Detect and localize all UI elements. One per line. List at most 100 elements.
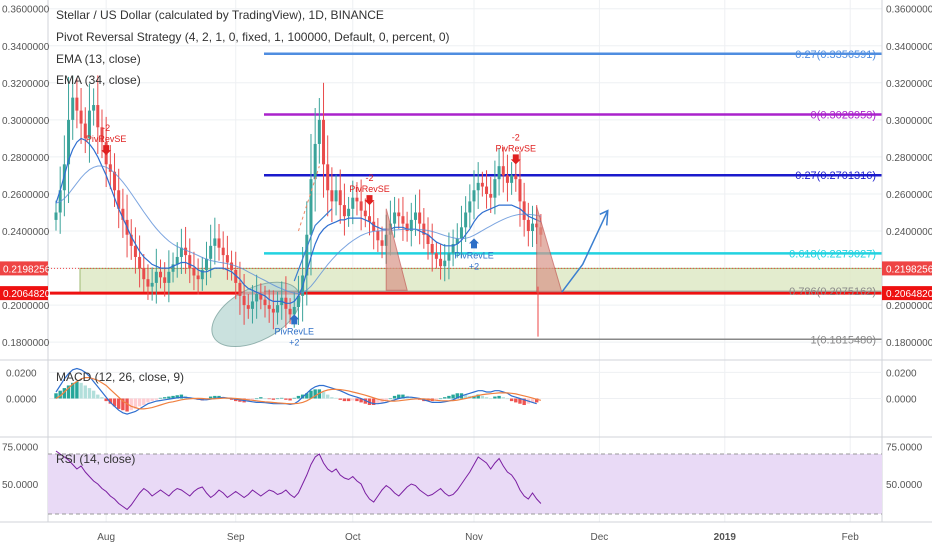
macd-histogram-bar xyxy=(438,398,443,400)
support-zone[interactable] xyxy=(79,267,883,294)
signal-label: PivRevSE xyxy=(349,184,390,194)
macd-histogram-bar xyxy=(150,398,154,402)
y-tick-label: 0.2800000 xyxy=(886,153,932,164)
macd-histogram-bar xyxy=(338,398,342,400)
x-tick-label: Dec xyxy=(591,532,609,543)
candle-body xyxy=(518,179,522,202)
macd-histogram-bar xyxy=(476,394,480,399)
chart-title: Stellar / US Dollar (calculated by Tradi… xyxy=(56,8,384,22)
macd-histogram-bar xyxy=(384,398,388,402)
price-tag-left xyxy=(0,261,48,276)
candle-body xyxy=(418,212,422,224)
rsi-line xyxy=(55,450,542,511)
macd-histogram-bar xyxy=(71,382,75,399)
candle-body xyxy=(342,205,346,217)
macd-histogram-bar xyxy=(158,397,163,399)
macd-histogram-bar xyxy=(309,390,313,399)
arrow-head xyxy=(599,209,609,226)
macd-histogram-bar xyxy=(75,381,79,399)
candle-body xyxy=(217,238,221,248)
macd-histogram-bar xyxy=(522,398,526,406)
macd-histogram-bar xyxy=(334,397,338,399)
candle-body xyxy=(380,240,384,246)
macd-histogram-bar xyxy=(376,398,380,404)
macd-histogram-bar xyxy=(254,398,259,400)
candle-body xyxy=(451,243,455,254)
fib-label: 1(0.1815480) xyxy=(811,334,876,346)
y-tick-label: 0.3000000 xyxy=(2,116,50,127)
candle-body xyxy=(133,245,137,257)
price-tag-label: 0.2064820 xyxy=(886,289,932,300)
short-arrow-icon xyxy=(510,154,521,165)
candle-body xyxy=(485,186,489,194)
candle-body xyxy=(129,234,133,246)
macd-histogram-bar xyxy=(117,398,121,409)
macd-histogram-bar xyxy=(346,398,351,402)
candle-body xyxy=(242,295,246,306)
y-tick-label: 0.2600000 xyxy=(2,190,50,201)
y-tick-label: 0.2000000 xyxy=(2,301,50,312)
trend-line-dashed[interactable] xyxy=(297,166,320,232)
price-zones xyxy=(48,267,883,348)
macd-histogram-bar xyxy=(484,397,489,399)
user-drawings[interactable] xyxy=(293,166,609,337)
macd-histogram-bar xyxy=(401,394,405,399)
candle-body xyxy=(317,119,321,144)
y-tick-label: 0.1800000 xyxy=(886,338,932,349)
macd-signal-line xyxy=(55,377,542,410)
macd-histogram-bar xyxy=(96,394,100,399)
measure-triangle[interactable] xyxy=(385,208,408,291)
candle-body xyxy=(250,301,254,309)
y-tick-label: 0.3200000 xyxy=(886,79,932,90)
macd-histogram-bar xyxy=(129,398,133,411)
projection-arrow[interactable] xyxy=(561,210,609,293)
candle-body xyxy=(309,179,313,235)
macd-histogram-bar xyxy=(472,395,476,399)
candle-body xyxy=(413,212,417,220)
candle-body xyxy=(459,227,463,239)
candle-body xyxy=(259,294,263,300)
y-tick-label: 0.0200 xyxy=(6,368,37,379)
macd-histogram-bar xyxy=(501,397,505,399)
candle-body xyxy=(480,182,484,187)
candle-body xyxy=(246,305,250,309)
rsi-band xyxy=(48,454,882,514)
price-tag-right xyxy=(882,261,932,276)
macd-histogram-bar xyxy=(146,398,150,403)
candle-body xyxy=(468,201,472,213)
candle-body xyxy=(271,308,275,313)
macd-histogram-bar xyxy=(497,395,501,399)
macd-histogram-bar xyxy=(284,398,288,400)
candle-body xyxy=(79,110,83,124)
candle-body xyxy=(334,190,338,202)
x-tick-label: 2019 xyxy=(714,532,737,543)
macd-histogram-bar xyxy=(505,398,510,400)
macd-histogram-bar xyxy=(326,394,330,399)
macd-histogram-bar xyxy=(91,390,96,399)
price-axis-right[interactable]: 0.3600000 0.3400000 0.3200000 0.3000000 0.28… xyxy=(881,0,932,522)
macd-histogram-bar xyxy=(62,388,67,399)
macd-title: MACD (12, 26, close, 9) xyxy=(56,370,184,384)
candle-body xyxy=(401,216,405,224)
signal-label: PivRevLE xyxy=(454,250,494,260)
trend-line[interactable] xyxy=(293,208,333,282)
candle-body xyxy=(267,305,271,309)
candle-body xyxy=(209,245,213,259)
ema-legend-34: EMA (34, close) xyxy=(56,73,141,87)
candle-body xyxy=(464,212,468,228)
candle-body xyxy=(510,175,514,183)
candle-body xyxy=(87,110,91,139)
x-tick-label: Oct xyxy=(345,532,361,543)
time-axis[interactable]: Aug Sep Oct Nov Dec 2019 Feb xyxy=(97,532,859,543)
price-tag-label: 0.2198256 xyxy=(886,264,932,275)
candle-body xyxy=(355,197,359,202)
macd-histogram-bar xyxy=(125,398,129,412)
y-tick-label: 0.2600000 xyxy=(886,190,932,201)
macd-histogram-bar xyxy=(455,393,459,399)
y-tick-label: 0.3400000 xyxy=(886,42,932,53)
macd-histogram-bar xyxy=(388,398,393,400)
candle-body xyxy=(288,308,292,315)
measure-triangle[interactable] xyxy=(536,206,563,293)
candle-body xyxy=(204,258,208,270)
